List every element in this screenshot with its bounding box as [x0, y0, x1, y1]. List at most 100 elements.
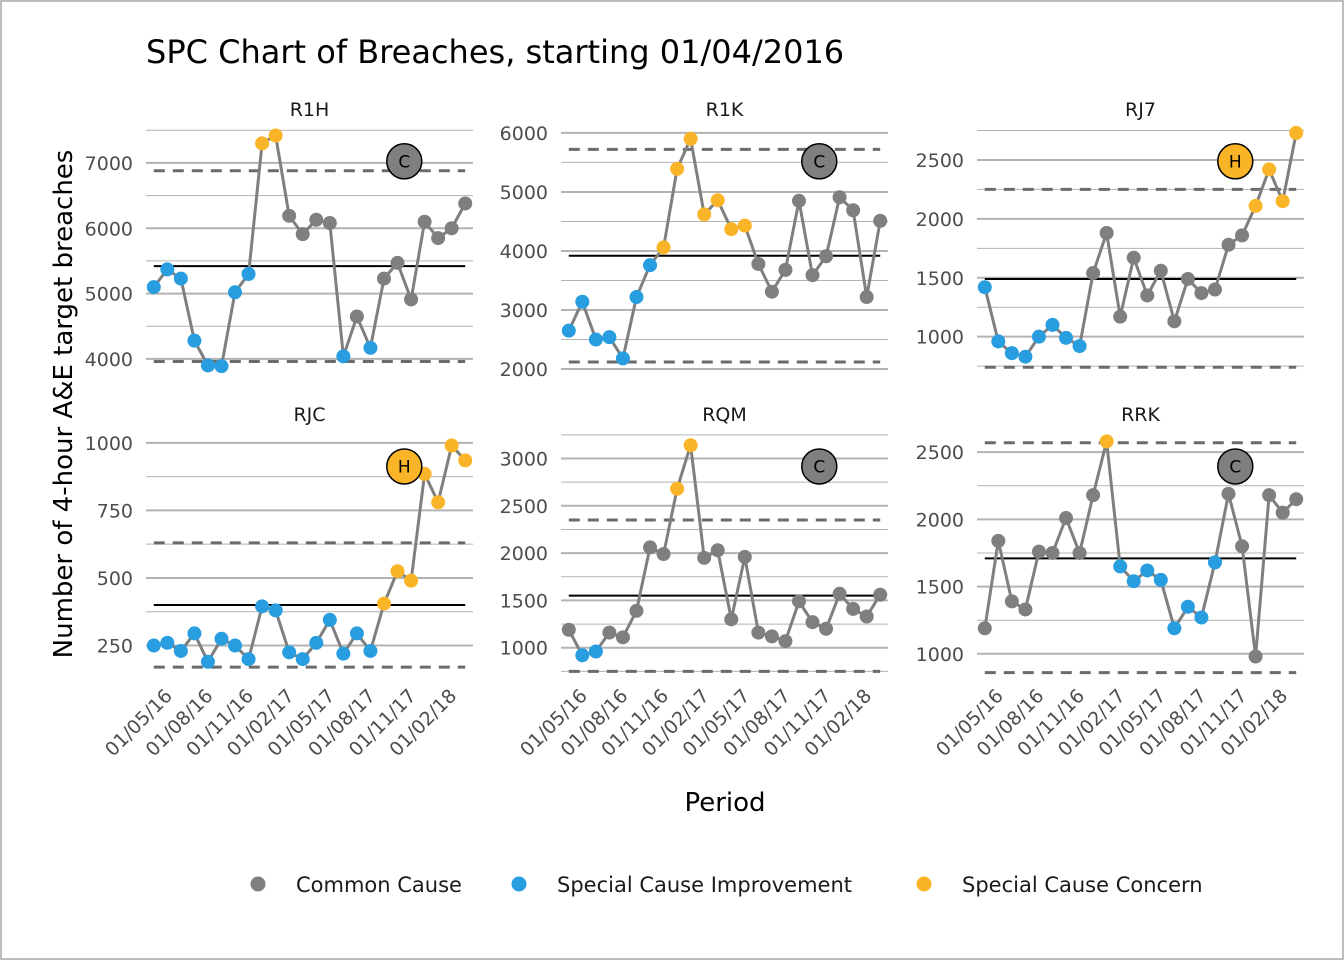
data-point-improvement — [295, 652, 310, 667]
panel-title: R1K — [706, 99, 744, 121]
data-point-concern — [697, 207, 712, 222]
variation-badge-letter: H — [1229, 152, 1242, 172]
data-point-improvement — [241, 267, 256, 281]
data-point-common — [1221, 486, 1236, 501]
y-tick-label: 5000 — [500, 182, 548, 204]
data-point-common — [1180, 271, 1195, 286]
y-tick-label: 1000 — [916, 644, 964, 666]
data-point-common — [1221, 237, 1236, 252]
panel-rjc: RJC2505007501000H01/05/1601/08/1601/11/1… — [85, 404, 473, 761]
y-tick-label: 7000 — [85, 153, 133, 175]
data-point-common — [710, 543, 725, 558]
data-point-common — [1207, 282, 1222, 297]
variation-badge — [801, 143, 838, 180]
data-point-common — [1059, 511, 1074, 526]
data-point-concern — [1262, 162, 1277, 177]
data-point-improvement — [214, 359, 229, 374]
data-point-improvement — [146, 280, 161, 295]
variation-badge-letter: C — [813, 457, 825, 477]
variation-badge — [1217, 448, 1254, 485]
data-point-common — [1072, 545, 1087, 560]
data-point-common — [458, 196, 473, 211]
data-point-improvement — [977, 280, 992, 295]
data-point-improvement — [160, 635, 175, 650]
data-point-improvement — [214, 631, 229, 646]
data-point-improvement — [241, 652, 256, 667]
data-point-concern — [268, 128, 283, 143]
panels: R1H 4000 5000 6000 7000 C R1K 2000 3000 4000 5000 6… — [85, 99, 1304, 761]
data-point-common — [615, 630, 630, 645]
data-point-common — [309, 212, 324, 227]
data-point-improvement — [268, 603, 283, 618]
data-point-improvement — [200, 654, 215, 669]
data-point-common — [643, 540, 658, 555]
data-point-common — [431, 231, 446, 246]
data-point-common — [1086, 488, 1101, 503]
data-point-concern — [376, 596, 391, 611]
data-point-common — [282, 208, 297, 223]
panel-title: R1H — [290, 99, 330, 121]
data-point-concern — [1099, 434, 1114, 449]
panel-r1k: R1K 2000 3000 4000 5000 6000 C — [500, 99, 888, 381]
y-tick-label: 2000 — [916, 509, 964, 531]
data-point-improvement — [561, 323, 576, 338]
y-tick-label: 1000 — [916, 327, 964, 349]
data-point-common — [791, 193, 806, 208]
data-point-common — [1153, 263, 1168, 278]
data-point-common — [764, 284, 779, 299]
data-point-common — [1140, 288, 1155, 303]
y-tick-label: 3000 — [500, 300, 548, 322]
data-point-common — [1275, 505, 1290, 520]
data-point-common — [819, 621, 834, 636]
variation-badge — [1217, 143, 1254, 180]
y-tick-label: 2000 — [916, 209, 964, 231]
data-point-concern — [431, 495, 446, 510]
data-point-common — [873, 587, 888, 602]
data-point-improvement — [1180, 599, 1195, 614]
y-tick-label: 1500 — [916, 268, 964, 290]
data-point-improvement — [228, 285, 243, 300]
data-point-common — [846, 601, 861, 616]
data-point-improvement — [1167, 621, 1182, 636]
variation-badge-letter: C — [1229, 457, 1241, 477]
data-point-common — [629, 603, 644, 618]
panel-title: RRK — [1121, 404, 1160, 426]
y-tick-label: 6000 — [500, 123, 548, 145]
variation-badge-letter: C — [398, 152, 410, 172]
data-point-common — [1099, 226, 1114, 241]
data-point-improvement — [588, 644, 603, 659]
variation-badge — [386, 448, 423, 485]
data-point-common — [778, 262, 793, 277]
data-point-improvement — [575, 294, 590, 309]
data-point-improvement — [1140, 563, 1155, 578]
data-point-common — [778, 634, 793, 649]
y-tick-label: 1000 — [85, 433, 133, 455]
data-point-common — [977, 621, 992, 636]
variation-badge-letter: C — [813, 152, 825, 172]
legend-common-label: Common Cause — [296, 873, 462, 897]
data-point-improvement — [1018, 349, 1033, 364]
data-point-concern — [683, 131, 698, 146]
y-tick-label: 2500 — [916, 150, 964, 172]
y-tick-label: 6000 — [85, 218, 133, 240]
data-point-common — [417, 214, 432, 229]
data-point-improvement — [200, 358, 215, 373]
data-point-common — [561, 622, 576, 637]
data-point-common — [859, 609, 874, 624]
y-tick-label: 1000 — [500, 638, 548, 660]
y-tick-label: 4000 — [85, 349, 133, 371]
variation-badge — [801, 448, 838, 485]
data-point-common — [819, 249, 834, 264]
variation-badge — [386, 143, 423, 180]
data-point-common — [1004, 594, 1019, 609]
series-line — [153, 442, 467, 665]
data-point-concern — [710, 193, 725, 208]
data-point-concern — [1275, 194, 1290, 209]
data-point-improvement — [1153, 572, 1168, 587]
x-axis-title: Period — [684, 788, 765, 818]
data-point-improvement — [187, 333, 202, 348]
data-point-improvement — [173, 643, 188, 658]
data-point-improvement — [1031, 329, 1046, 344]
